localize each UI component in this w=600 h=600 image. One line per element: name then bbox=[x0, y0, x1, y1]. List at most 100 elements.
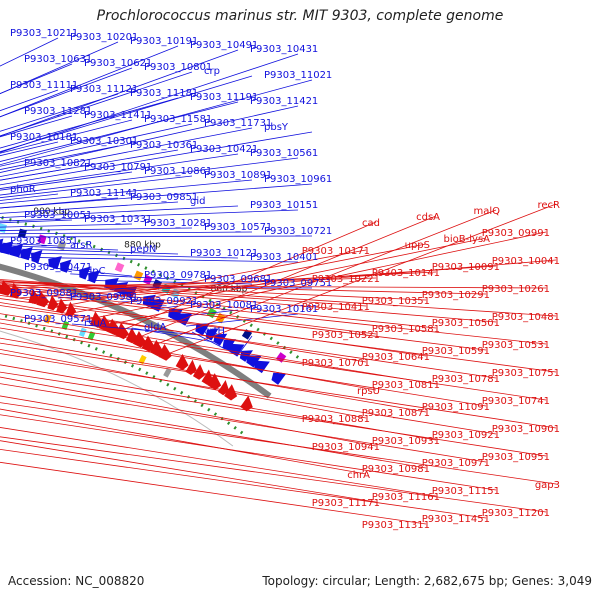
forward-gene-label: P9303_10401 bbox=[250, 252, 318, 263]
forward-leader-line bbox=[0, 123, 193, 167]
reverse-gene-label: P9303_10351 bbox=[362, 296, 430, 307]
forward-leader-line bbox=[0, 252, 239, 259]
reverse-gene-label: P9303_10871 bbox=[362, 408, 430, 419]
reverse-gene-label: P9303_10521 bbox=[312, 330, 380, 341]
reverse-gene-label: P9303_11161 bbox=[372, 492, 440, 503]
forward-gene-arrow bbox=[79, 266, 91, 280]
reverse-gene-label: P9303_10291 bbox=[422, 290, 490, 301]
reverse-gene-label: bioB-lysA bbox=[444, 234, 491, 245]
forward-leader-line bbox=[0, 41, 119, 95]
reverse-leader-line bbox=[0, 364, 437, 441]
feature-block bbox=[0, 223, 7, 233]
forward-gene-label: P9303_10851 bbox=[10, 236, 78, 247]
forward-leader-line bbox=[0, 71, 193, 137]
reverse-leader-line bbox=[0, 342, 557, 429]
forward-gene-label: P9303_09571 bbox=[24, 314, 92, 325]
forward-gene-label: P9303_10301 bbox=[70, 136, 138, 147]
reverse-leader-line bbox=[159, 203, 557, 358]
forward-leader-line bbox=[0, 157, 299, 196]
forward-leader-line bbox=[0, 37, 59, 67]
forward-gene-label: P9303_10331 bbox=[84, 214, 152, 225]
forward-leader-line bbox=[0, 153, 239, 189]
forward-gene-arrow bbox=[213, 333, 228, 346]
forward-gene-label: P9303_10471 bbox=[24, 262, 92, 273]
forward-gene-label: P9303_11411 bbox=[84, 110, 152, 121]
forward-gene-label: pbsY bbox=[264, 122, 289, 133]
reverse-gene-label: cad bbox=[362, 218, 380, 229]
forward-leader-line bbox=[236, 335, 253, 357]
reverse-leader-line bbox=[0, 427, 437, 497]
reverse-leader-line bbox=[0, 280, 497, 323]
reverse-gene-label: P9303_10481 bbox=[492, 312, 560, 323]
genome-summary: Topology: circular; Length: 2,682,675 bp… bbox=[262, 574, 592, 588]
forward-leader-line bbox=[0, 248, 179, 255]
reverse-leader-line bbox=[0, 376, 377, 447]
reverse-leader-line bbox=[0, 461, 427, 525]
reverse-leader-line bbox=[0, 298, 557, 373]
ruler-label: 900 kbp bbox=[33, 207, 70, 217]
reverse-gene-label: P9303_10921 bbox=[432, 430, 500, 441]
reverse-leader-line bbox=[0, 436, 547, 513]
reverse-leader-line bbox=[0, 302, 367, 363]
reverse-gene-label: P9303_11151 bbox=[432, 486, 500, 497]
forward-gene-arrow bbox=[246, 355, 262, 368]
forward-gene-label: P9303_10051 bbox=[24, 210, 92, 221]
forward-gene-label: P9303_11181 bbox=[130, 88, 198, 99]
forward-leader-line bbox=[0, 175, 193, 199]
label-layer: P9303_10211P9303_10201P9303_10191P9303_1… bbox=[10, 28, 560, 531]
reverse-gene-label: P9303_10221 bbox=[312, 274, 380, 285]
forward-gene-label: P9303_11191 bbox=[190, 92, 258, 103]
forward-leader-line bbox=[70, 273, 193, 281]
forward-gene-label: P9303_11581 bbox=[144, 114, 212, 125]
reverse-gene-arrow bbox=[192, 364, 205, 380]
forward-leader-line bbox=[0, 105, 299, 173]
forward-gene-label: P9303_10211 bbox=[10, 28, 78, 39]
forward-gene-label: P9303_11111 bbox=[10, 80, 78, 91]
reverse-gene-arrow bbox=[125, 327, 138, 344]
forward-leader-line bbox=[0, 145, 119, 170]
reverse-gene-label: P9303_10751 bbox=[492, 368, 560, 379]
forward-gene-label: P9303_11121 bbox=[70, 84, 138, 95]
forward-leader-line bbox=[0, 242, 59, 247]
forward-gene-label: P9303_11421 bbox=[250, 96, 318, 107]
forward-leader-line bbox=[0, 101, 239, 162]
forward-leader-line bbox=[0, 219, 73, 224]
feature-block bbox=[138, 354, 147, 365]
reverse-gene-arrow bbox=[36, 291, 50, 308]
reverse-gene-arrow bbox=[141, 335, 155, 352]
forward-gene-arrow bbox=[0, 241, 14, 255]
forward-leader-line bbox=[0, 75, 253, 153]
forward-gene-label: P9303_10161 bbox=[250, 304, 318, 315]
forward-gene-arrow bbox=[48, 256, 62, 270]
reverse-leader-line bbox=[0, 402, 557, 485]
forward-leader-line bbox=[0, 171, 133, 191]
forward-gene-label: P9303_10191 bbox=[130, 36, 198, 47]
reverse-gene-label: rpsU bbox=[357, 386, 380, 397]
forward-gene-arrow bbox=[9, 244, 24, 258]
reverse-leader-line bbox=[0, 371, 547, 457]
reverse-gene-label: P9303_10531 bbox=[482, 340, 550, 351]
forward-gene-label: P9303_10791 bbox=[84, 162, 152, 173]
feature-block bbox=[133, 270, 144, 281]
forward-gene-label: P9303_10891 bbox=[204, 170, 272, 181]
forward-leader-line bbox=[35, 262, 73, 273]
reverse-gene-label: P9303_10741 bbox=[482, 396, 550, 407]
reverse-gene-label: P9303_10171 bbox=[302, 246, 370, 257]
forward-leader-line bbox=[71, 323, 203, 336]
reverse-leader-line bbox=[0, 284, 547, 345]
forward-leader-line bbox=[0, 67, 133, 118]
forward-gene-label: P9303_10151 bbox=[250, 200, 318, 211]
reverse-gene-label: P9303_10701 bbox=[302, 358, 370, 369]
forward-leader-line bbox=[0, 167, 73, 181]
forward-gene-label: phoR bbox=[10, 184, 36, 195]
forward-leader-line bbox=[0, 93, 119, 132]
reverse-gene-arrow bbox=[175, 353, 189, 371]
reverse-gene-label: P9303_10781 bbox=[432, 374, 500, 385]
forward-gene-label: P9303_11281 bbox=[24, 106, 92, 117]
forward-gene-arrow bbox=[88, 270, 101, 284]
reverse-gene-arrow bbox=[217, 380, 230, 396]
feature-block bbox=[61, 320, 70, 331]
forward-leader-line bbox=[0, 244, 119, 251]
reverse-leader-line bbox=[48, 249, 367, 310]
